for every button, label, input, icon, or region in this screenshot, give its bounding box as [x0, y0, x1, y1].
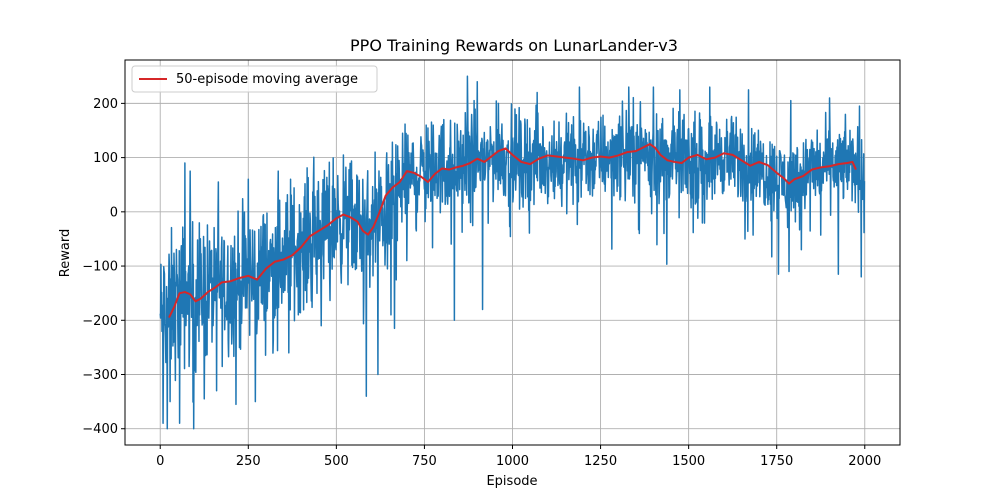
- x-tick-label: 500: [324, 454, 349, 469]
- moving-average-series: [168, 143, 857, 319]
- moving-average-line: [168, 143, 857, 319]
- x-tick-label: 250: [236, 454, 261, 469]
- x-tick-label: 2000: [848, 454, 881, 469]
- x-axis: 0 250 500 750 1000 1250 1500 1750 2000: [156, 445, 881, 469]
- x-tick-label: 750: [412, 454, 437, 469]
- raw-reward-line: [159, 75, 866, 430]
- y-tick-label: 100: [93, 151, 118, 166]
- y-tick-label: 0: [110, 205, 118, 220]
- y-tick-label: −200: [82, 314, 118, 329]
- y-axis-label: Reward: [58, 229, 73, 277]
- x-axis-label: Episode: [486, 474, 537, 489]
- legend-label-moving-average: 50-episode moving average: [176, 72, 358, 87]
- x-tick-label: 1750: [760, 454, 793, 469]
- raw-reward-series: [159, 75, 866, 430]
- legend-box: [131, 65, 378, 93]
- y-tick-label: −400: [82, 422, 118, 437]
- x-tick-label: 1250: [584, 454, 617, 469]
- y-tick-label: 200: [93, 97, 118, 112]
- chart-title: PPO Training Rewards on LunarLander-v3: [350, 36, 678, 55]
- x-tick-label: 1500: [672, 454, 705, 469]
- y-tick-label: −300: [82, 368, 118, 383]
- x-tick-label: 0: [156, 454, 164, 469]
- legend: 50-episode moving average: [131, 65, 378, 93]
- y-tick-label: −100: [82, 260, 118, 275]
- x-tick-label: 1000: [496, 454, 529, 469]
- y-axis: −400 −300 −200 −100 0 100 200: [82, 97, 125, 437]
